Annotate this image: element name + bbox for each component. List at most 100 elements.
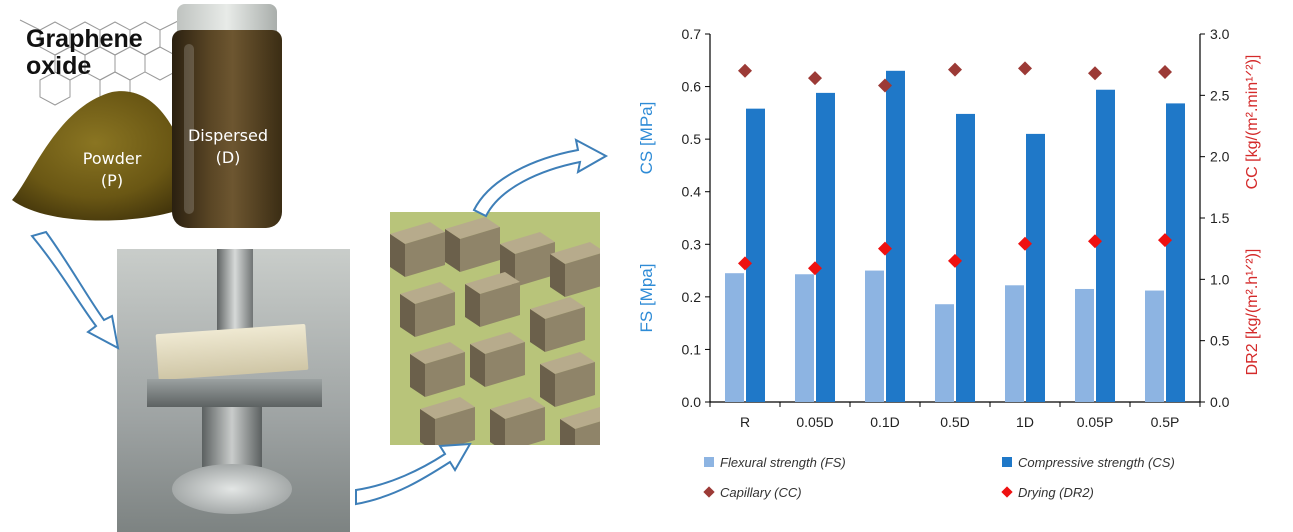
cube-front (435, 407, 475, 445)
x-tick-label: 0.5D (940, 414, 970, 430)
marker-drying (948, 253, 962, 268)
legend-label-capillary: Capillary (CC) (720, 485, 802, 500)
cube-top (420, 397, 475, 419)
marker-capillary (1018, 61, 1032, 76)
bar-flexural (795, 274, 814, 402)
dispersed-label: Dispersed (D) (187, 126, 268, 167)
cube-front (565, 253, 600, 297)
cube-side (445, 229, 460, 272)
graphene-oxide-title: Graphene oxide (26, 26, 143, 80)
y-left-tick-label: 0.5 (682, 131, 702, 147)
bar-compressive (1166, 103, 1185, 402)
cube-side (400, 294, 415, 337)
y-left-tick-label: 0.0 (682, 394, 702, 410)
bar-compressive (1096, 89, 1115, 403)
bar-compressive (956, 113, 975, 402)
cube-top (550, 242, 600, 264)
cube-front (480, 282, 520, 327)
marker-drying (738, 256, 752, 271)
cubes-drawing (390, 217, 600, 445)
cube-front (460, 227, 500, 272)
cube-front (405, 232, 445, 277)
legend-label-drying: Drying (DR2) (1018, 485, 1094, 500)
graphene-oxide-illustration: Graphene oxide Powder (P) Dispersed (D) (0, 0, 320, 235)
y-right-tick-label: 0.0 (1210, 394, 1230, 410)
x-tick-label: 0.05P (1077, 414, 1114, 430)
mortar-cubes-photo (390, 212, 600, 445)
cube-front (555, 362, 595, 407)
x-tick-label: 0.1D (870, 414, 900, 430)
legend-swatch-compressive (1002, 457, 1012, 467)
cube-front (545, 307, 585, 352)
y-left-tick-label: 0.4 (682, 184, 702, 200)
marker-drying (808, 261, 822, 276)
powder-label: Powder (P) (82, 149, 142, 190)
bar-flexural (1075, 288, 1094, 402)
marker-capillary (1088, 66, 1102, 81)
title-line-1: Graphene (26, 25, 143, 53)
legend-swatch-flexural (704, 457, 714, 467)
cube-front (575, 421, 600, 445)
y-left-tick-label: 0.1 (682, 341, 702, 357)
title-line-2: oxide (26, 52, 92, 80)
cube-front (485, 342, 525, 387)
y-left-tick-label: 0.6 (682, 79, 702, 95)
cube-top (490, 397, 545, 419)
bar-compressive (1026, 133, 1045, 402)
cube-side (470, 344, 485, 387)
cube-front (425, 352, 465, 397)
legend-swatch-drying (1001, 486, 1013, 498)
cube-top (400, 282, 455, 304)
y-left-label-bottom: FS [Mpa] (637, 264, 656, 333)
cube-side (390, 234, 405, 277)
legend-swatch-capillary (703, 486, 715, 498)
cube-top (390, 222, 445, 244)
dispersed-jar-image (172, 4, 282, 229)
legend-label-compressive: Compressive strength (CS) (1018, 455, 1175, 470)
y-right-tick-label: 2.5 (1210, 87, 1230, 103)
marker-capillary (878, 78, 892, 93)
marker-drying (878, 241, 892, 256)
bar-compressive (746, 108, 765, 402)
y-left-tick-label: 0.3 (682, 236, 702, 252)
y-left-label-top: CS [MPa] (637, 102, 656, 175)
y-right-tick-label: 3.0 (1210, 26, 1230, 42)
cube-side (465, 284, 480, 327)
arrow-down-curve (30, 230, 120, 350)
cube-front (505, 407, 545, 445)
cube-top (465, 272, 520, 294)
bar-flexural (1145, 290, 1164, 402)
chart-legend: Flexural strength (FS) Compressive stren… (703, 455, 1175, 500)
cube-side (420, 409, 435, 445)
powder-pile-image (12, 91, 197, 221)
cube-top (530, 297, 585, 319)
cube-side (550, 254, 565, 297)
process-arrows (30, 138, 609, 506)
bar-compressive (816, 92, 835, 402)
cube-front (415, 292, 455, 337)
y-right-tick-label: 0.5 (1210, 333, 1230, 349)
bar-compressive (886, 70, 905, 403)
arrow-up-curve-upper (472, 138, 609, 218)
marker-capillary (1158, 65, 1172, 80)
cube-side (410, 354, 425, 397)
marker-drying (1158, 233, 1172, 248)
arrow-up-curve-lower (355, 442, 472, 506)
cube-side (560, 419, 575, 445)
marker-capillary (738, 63, 752, 78)
bar-flexural (725, 273, 744, 402)
cube-top (540, 352, 595, 374)
y-left-tick-label: 0.7 (682, 26, 702, 42)
legend-label-flexural: Flexural strength (FS) (720, 455, 846, 470)
y-left-tick-label: 0.2 (682, 289, 702, 305)
x-tick-label: 1D (1016, 414, 1034, 430)
cube-side (490, 409, 505, 445)
cube-top (410, 342, 465, 364)
bar-flexural (1005, 285, 1024, 402)
cube-front (515, 242, 555, 287)
cube-top (560, 407, 600, 429)
cube-top (500, 232, 555, 254)
y-right-tick-label: 2.0 (1210, 149, 1230, 165)
y-right-label-top: CC [kg/(m².min¹ᐟ²)] (1244, 55, 1261, 190)
flexural-test-photo (117, 249, 350, 532)
